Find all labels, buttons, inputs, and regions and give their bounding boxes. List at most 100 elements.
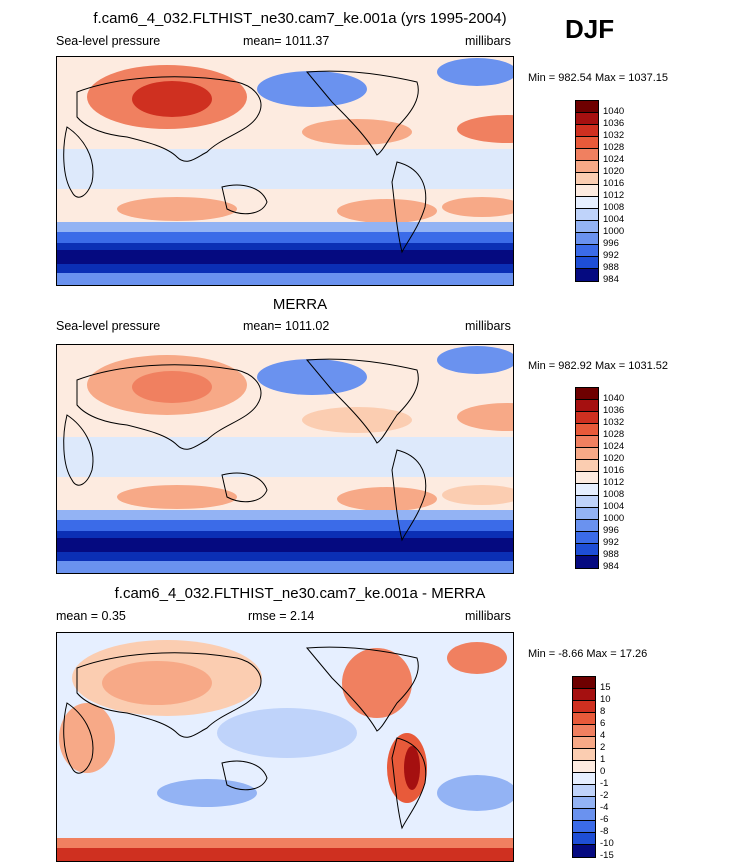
panel2-aleutian-low: [257, 359, 367, 395]
panel1-coastlines: [63, 70, 427, 254]
panel2-units-label: millibars: [465, 319, 511, 333]
panel3-level-label: -4: [600, 802, 609, 813]
panel2-colorbar-swatch: [576, 520, 598, 532]
panel3-south-atlantic-anomaly: [437, 775, 513, 811]
panel2-pacific-north-high: [302, 407, 412, 433]
panel1-level-label: 988: [603, 262, 619, 273]
panel1-mean-label: mean= 1011.37: [243, 34, 330, 48]
panel2-colorbar-swatch: [576, 388, 598, 400]
panel3-level-label: 2: [600, 742, 606, 753]
panel2-indian-high: [117, 485, 237, 509]
panel2-level-label: 992: [603, 537, 619, 548]
panel2-level-label: 1032: [603, 417, 625, 428]
panel2-colorbar-swatch: [576, 544, 598, 556]
panel2-colorbar: [575, 387, 599, 569]
panel2-atlantic-north-high: [457, 403, 513, 431]
panel3-level-label: 1: [600, 754, 606, 765]
panel3-africa-anomaly: [59, 703, 115, 773]
panel1-tropical-low: [57, 149, 513, 189]
panel3-colorbar-swatch: [573, 773, 595, 785]
panel1-level-label: 1004: [603, 214, 625, 225]
panel3-mean-label: mean = 0.35: [56, 609, 126, 623]
panel1-colorbar-swatch: [576, 173, 598, 185]
panel3-colorbar-swatch: [573, 737, 595, 749]
panel2-level-label: 1036: [603, 405, 625, 416]
season-label: DJF: [565, 14, 615, 44]
panel2-colorbar-swatch: [576, 532, 598, 544]
panel2-colorbar-swatch: [576, 412, 598, 424]
panel1-level-label: 1016: [603, 178, 625, 189]
panel2-level-label: 1040: [603, 393, 625, 404]
panel3-colorbar-swatch: [573, 701, 595, 713]
panel3-colorbar-swatch: [573, 821, 595, 833]
panel1-aleutian-low: [257, 71, 367, 107]
panel3-colorbar-swatch: [573, 809, 595, 821]
panel1-level-label: 1020: [603, 166, 625, 177]
panel2-level-label: 1000: [603, 513, 625, 524]
panel2-atlantic-south-high: [442, 485, 513, 505]
panel2-map-canvas: [57, 345, 513, 573]
panel1-map-canvas: [57, 57, 513, 285]
panel2-level-label: 1016: [603, 465, 625, 476]
panel1-colorbar-swatch: [576, 221, 598, 233]
panel3-greenland-anomaly: [447, 642, 507, 674]
panel3-level-label: 15: [600, 682, 611, 693]
panel1-level-label: 1032: [603, 130, 625, 141]
panel1-level-label: 1024: [603, 154, 625, 165]
panel3-colorbar-swatch: [573, 725, 595, 737]
panel1-pacific-north-high: [302, 119, 412, 145]
panel1-antarctica-edge: [57, 273, 513, 285]
panel2-level-label: 988: [603, 549, 619, 560]
panel2-southern-ocean-4: [57, 538, 513, 552]
panel3-min-max: Min = -8.66 Max = 17.26: [528, 648, 648, 660]
panel3-indian-ocean-anomaly: [157, 779, 257, 807]
panel3-map-canvas: [57, 633, 513, 861]
panel1-level-label: 1028: [603, 142, 625, 153]
panel2-siberian-high-core: [132, 371, 212, 403]
panel3-colorbar-swatch: [573, 845, 595, 857]
panel3-antarctica-anomaly-core: [57, 848, 513, 861]
panel2-level-label: 1012: [603, 477, 625, 488]
panel1-level-label: 1040: [603, 106, 625, 117]
panel1-colorbar-swatch: [576, 113, 598, 125]
panel3-level-label: -8: [600, 826, 609, 837]
panel2-tropical-low: [57, 437, 513, 477]
panel2-level-label: 1008: [603, 489, 625, 500]
panel3-colorbar-swatch: [573, 713, 595, 725]
panel3-north-america-anomaly: [342, 648, 412, 718]
panel1-level-label: 1000: [603, 226, 625, 237]
panel3-map: [56, 632, 514, 862]
panel1-colorbar-swatch: [576, 233, 598, 245]
panel2-min-max: Min = 982.92 Max = 1031.52: [528, 360, 669, 372]
panel3-colorbar-swatch: [573, 749, 595, 761]
panel3-pacific-anomaly: [217, 708, 357, 758]
panel1-level-label: 996: [603, 238, 619, 249]
panel2-colorbar-swatch: [576, 484, 598, 496]
panel3-level-label: 0: [600, 766, 606, 777]
panel1-level-label: 1012: [603, 190, 625, 201]
panel1-colorbar-swatch: [576, 209, 598, 221]
panel3-level-label: 6: [600, 718, 606, 729]
panel1-level-label: 992: [603, 250, 619, 261]
panel1-colorbar-swatch: [576, 245, 598, 257]
panel3-colorbar: [572, 676, 596, 858]
panel1-indian-high: [117, 197, 237, 221]
panel1-colorbar-swatch: [576, 257, 598, 269]
panel1-colorbar-swatch: [576, 197, 598, 209]
panel2-colorbar-swatch: [576, 556, 598, 568]
panel1-colorbar-swatch: [576, 137, 598, 149]
panel2-colorbar-swatch: [576, 460, 598, 472]
panel1-level-label: 1036: [603, 118, 625, 129]
panel2-level-label: 996: [603, 525, 619, 536]
panel2-map: [56, 344, 514, 574]
panel3-colorbar-swatch: [573, 797, 595, 809]
panel3-level-label: -10: [600, 838, 614, 849]
panel1-colorbar-swatch: [576, 101, 598, 113]
panel2-colorbar-swatch: [576, 448, 598, 460]
panel1-map: [56, 56, 514, 286]
panel2-colorbar-swatch: [576, 508, 598, 520]
panel3-level-label: 4: [600, 730, 606, 741]
panel1-colorbar-swatch: [576, 125, 598, 137]
panel3-level-label: -15: [600, 850, 614, 861]
panel2-title: MERRA: [272, 296, 328, 313]
